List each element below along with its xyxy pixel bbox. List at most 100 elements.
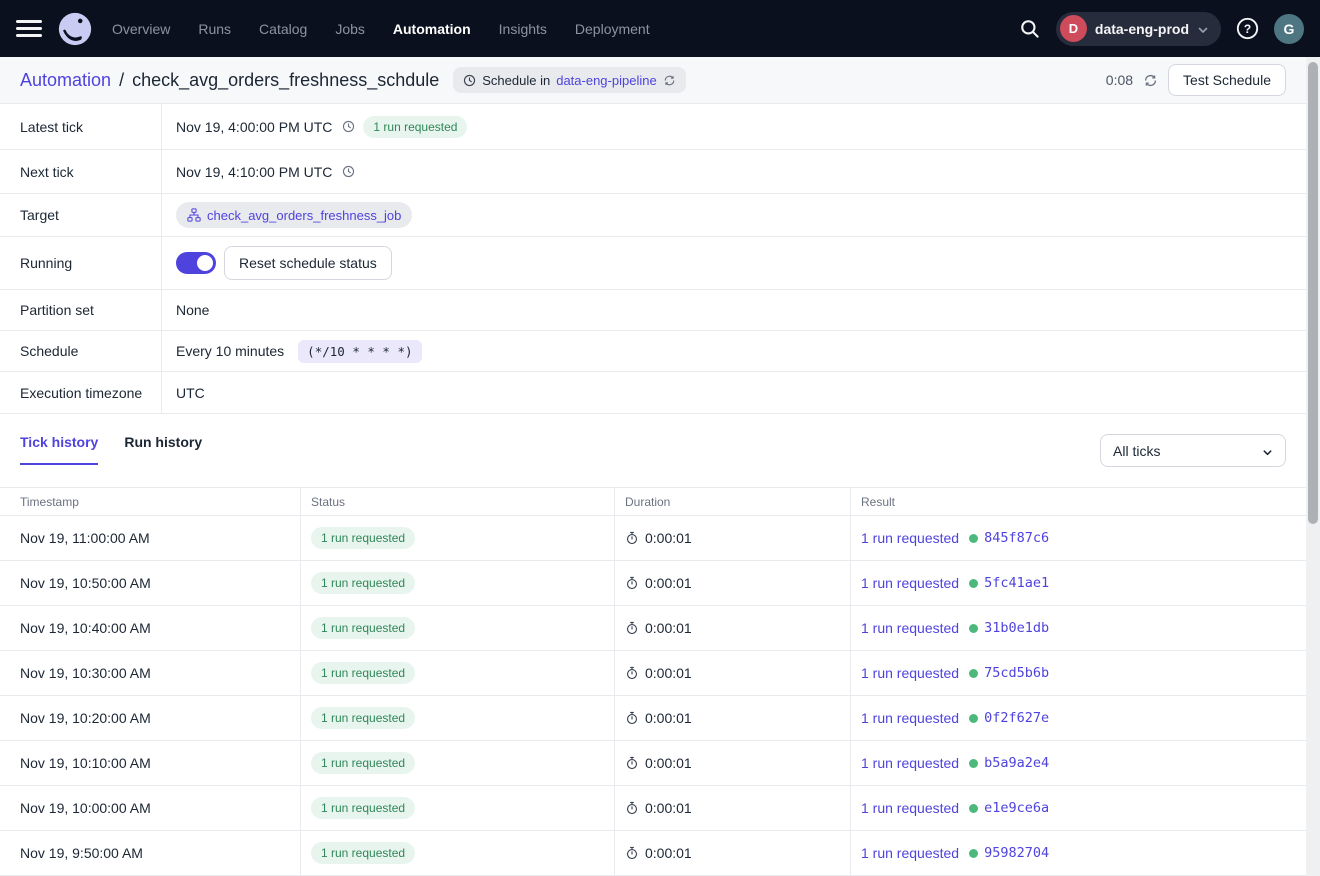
tick-result-link[interactable]: 1 run requested — [861, 755, 959, 771]
table-row: Nov 19, 10:30:00 AM 1 run requested 0:00… — [0, 651, 1306, 696]
tick-result-link[interactable]: 1 run requested — [861, 710, 959, 726]
dagster-logo-icon[interactable] — [56, 10, 94, 48]
tick-result-link[interactable]: 1 run requested — [861, 845, 959, 861]
column-status: Status — [300, 488, 614, 515]
history-tabs-row: Tick history Run history All ticks — [0, 434, 1306, 470]
svg-text:?: ? — [1244, 22, 1251, 36]
clock-icon — [342, 120, 355, 133]
run-success-dot-icon — [969, 714, 978, 723]
tick-status-badge: 1 run requested — [311, 527, 415, 549]
table-row: Nov 19, 10:20:00 AM 1 run requested 0:00… — [0, 696, 1306, 741]
stopwatch-icon — [625, 711, 639, 725]
breadcrumb-automation-link[interactable]: Automation — [20, 70, 111, 91]
page-title: check_avg_orders_freshness_schdule — [132, 70, 439, 91]
detail-row-schedule: Schedule Every 10 minutes (*/10 * * * *) — [0, 331, 1306, 372]
help-icon[interactable]: ? — [1235, 16, 1260, 41]
column-timestamp: Timestamp — [0, 488, 300, 515]
top-nav: Overview Runs Catalog Jobs Automation In… — [0, 0, 1320, 57]
tick-filter-value: All ticks — [1113, 443, 1160, 459]
tick-result-link[interactable]: 1 run requested — [861, 575, 959, 591]
nav-item-overview[interactable]: Overview — [112, 21, 170, 37]
tick-status-badge: 1 run requested — [311, 842, 415, 864]
schedule-context-badge: Schedule in data-eng-pipeline — [453, 67, 685, 93]
user-avatar[interactable]: G — [1274, 14, 1304, 44]
run-success-dot-icon — [969, 579, 978, 588]
workspace-avatar: D — [1060, 15, 1087, 42]
hamburger-menu-icon[interactable] — [16, 20, 42, 37]
scrollbar-thumb[interactable] — [1308, 62, 1318, 524]
nav-item-runs[interactable]: Runs — [198, 21, 231, 37]
reset-schedule-status-button[interactable]: Reset schedule status — [224, 246, 392, 280]
detail-row-timezone: Execution timezone UTC — [0, 372, 1306, 414]
run-id-link[interactable]: b5a9a2e4 — [984, 755, 1049, 771]
partition-set-label: Partition set — [0, 290, 162, 330]
tick-status-badge: 1 run requested — [311, 572, 415, 594]
tab-tick-history[interactable]: Tick history — [20, 434, 98, 465]
caret-down-icon — [1262, 445, 1273, 456]
toggle-knob — [197, 255, 213, 271]
run-id-link[interactable]: 75cd5b6b — [984, 665, 1049, 681]
table-row: Nov 19, 10:10:00 AM 1 run requested 0:00… — [0, 741, 1306, 786]
run-id-link[interactable]: 0f2f627e — [984, 710, 1049, 726]
detail-row-partition-set: Partition set None — [0, 290, 1306, 331]
nav-item-jobs[interactable]: Jobs — [335, 21, 365, 37]
latest-tick-status-badge: 1 run requested — [363, 116, 467, 138]
run-id-link[interactable]: 845f87c6 — [984, 530, 1049, 546]
column-result: Result — [850, 488, 1306, 515]
nav-item-automation[interactable]: Automation — [393, 21, 471, 37]
tick-timestamp: Nov 19, 10:40:00 AM — [20, 620, 151, 636]
nav-item-catalog[interactable]: Catalog — [259, 21, 307, 37]
tick-duration: 0:00:01 — [645, 845, 692, 861]
stopwatch-icon — [625, 666, 639, 680]
schedule-in-label: Schedule in — [482, 73, 550, 88]
vertical-scrollbar[interactable] — [1306, 57, 1320, 876]
run-id-link[interactable]: 31b0e1db — [984, 620, 1049, 636]
tick-result-link[interactable]: 1 run requested — [861, 620, 959, 636]
run-id-link[interactable]: 95982704 — [984, 845, 1049, 861]
tick-timestamp: Nov 19, 10:00:00 AM — [20, 800, 151, 816]
latest-tick-label: Latest tick — [0, 104, 162, 149]
detail-row-next-tick: Next tick Nov 19, 4:10:00 PM UTC — [0, 150, 1306, 194]
detail-row-running: Running Reset schedule status — [0, 237, 1306, 290]
tick-filter-select[interactable]: All ticks — [1100, 434, 1286, 467]
reload-location-icon[interactable] — [663, 74, 676, 87]
stopwatch-icon — [625, 621, 639, 635]
stopwatch-icon — [625, 531, 639, 545]
run-success-dot-icon — [969, 759, 978, 768]
tick-timestamp: Nov 19, 9:50:00 AM — [20, 845, 143, 861]
tick-timestamp: Nov 19, 10:30:00 AM — [20, 665, 151, 681]
pipeline-link[interactable]: data-eng-pipeline — [556, 73, 656, 88]
page-header: Automation / check_avg_orders_freshness_… — [0, 57, 1306, 104]
refresh-countdown: 0:08 — [1106, 72, 1133, 88]
running-toggle[interactable] — [176, 252, 216, 274]
target-job-pill[interactable]: check_avg_orders_freshness_job — [176, 202, 412, 228]
refresh-icon[interactable] — [1143, 73, 1158, 88]
column-duration: Duration — [614, 488, 850, 515]
run-success-dot-icon — [969, 849, 978, 858]
clock-icon — [342, 165, 355, 178]
tick-timestamp: Nov 19, 10:10:00 AM — [20, 755, 151, 771]
tick-status-badge: 1 run requested — [311, 617, 415, 639]
tick-result-link[interactable]: 1 run requested — [861, 800, 959, 816]
run-id-link[interactable]: e1e9ce6a — [984, 800, 1049, 816]
tick-result-link[interactable]: 1 run requested — [861, 530, 959, 546]
stopwatch-icon — [625, 801, 639, 815]
run-id-link[interactable]: 5fc41ae1 — [984, 575, 1049, 591]
table-header: Timestamp Status Duration Result — [0, 488, 1306, 516]
test-schedule-button[interactable]: Test Schedule — [1168, 64, 1286, 96]
schedule-label: Schedule — [0, 331, 162, 371]
table-body: Nov 19, 11:00:00 AM 1 run requested 0:00… — [0, 516, 1306, 876]
search-icon[interactable] — [1018, 17, 1042, 41]
nav-item-deployment[interactable]: Deployment — [575, 21, 650, 37]
tick-result-link[interactable]: 1 run requested — [861, 665, 959, 681]
table-row: Nov 19, 10:40:00 AM 1 run requested 0:00… — [0, 606, 1306, 651]
run-success-dot-icon — [969, 669, 978, 678]
running-label: Running — [0, 237, 162, 289]
tab-run-history[interactable]: Run history — [124, 434, 202, 463]
target-job-link[interactable]: check_avg_orders_freshness_job — [207, 208, 401, 223]
run-success-dot-icon — [969, 624, 978, 633]
job-graph-icon — [187, 208, 201, 222]
workspace-switcher[interactable]: D data-eng-prod — [1056, 12, 1221, 46]
nav-item-insights[interactable]: Insights — [499, 21, 547, 37]
schedule-details: Latest tick Nov 19, 4:00:00 PM UTC 1 run… — [0, 104, 1306, 414]
